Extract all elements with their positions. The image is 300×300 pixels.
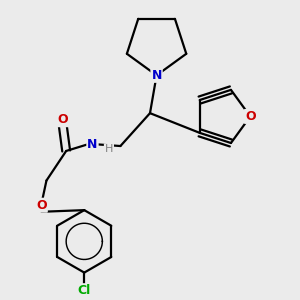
Text: Cl: Cl [78, 284, 91, 297]
Text: O: O [36, 199, 47, 212]
Text: H: H [105, 144, 113, 154]
Text: N: N [87, 138, 98, 151]
Text: O: O [58, 113, 68, 126]
Text: N: N [152, 69, 162, 82]
Text: O: O [245, 110, 256, 123]
